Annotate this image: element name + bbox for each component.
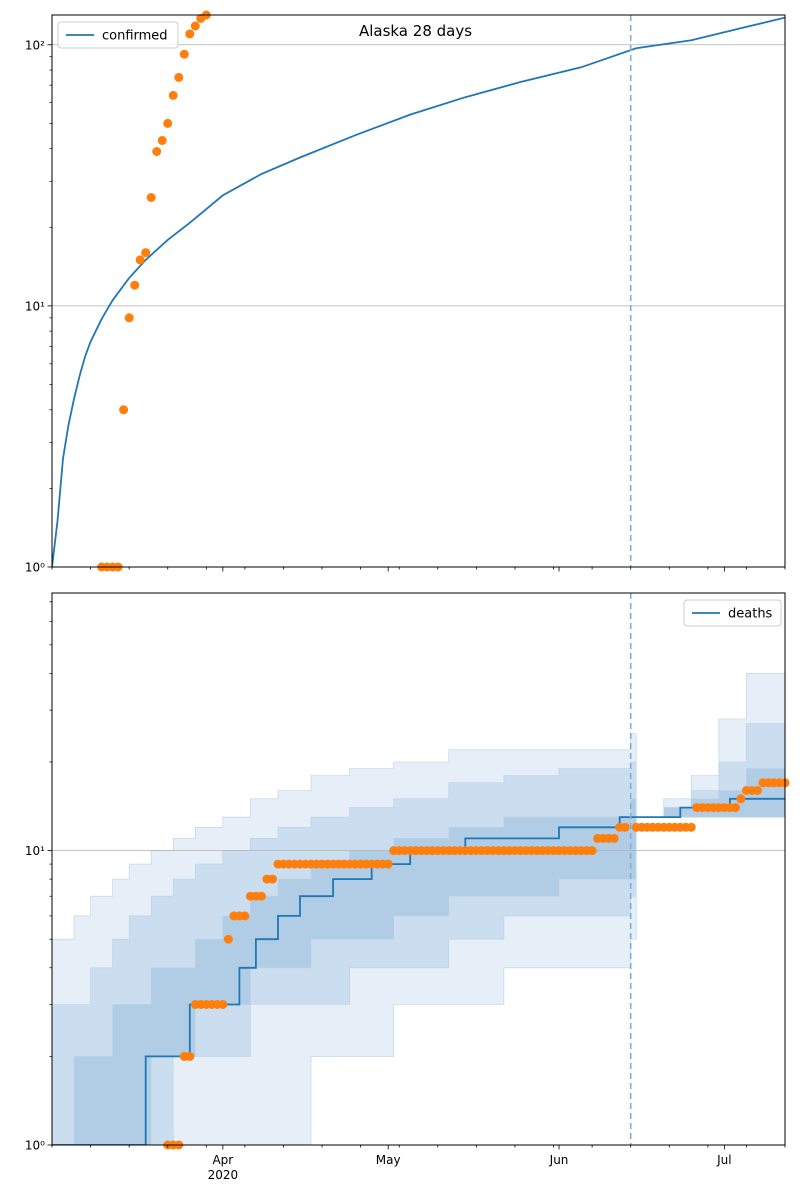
legend-box — [57, 21, 179, 49]
data-point — [135, 255, 145, 265]
legend-box — [683, 599, 782, 627]
data-point — [730, 803, 740, 813]
data-point — [223, 934, 233, 944]
data-point — [152, 147, 162, 156]
chart-title: Alaska 28 days — [359, 22, 472, 40]
legend: deaths — [683, 599, 782, 627]
y-tick-label: 10⁰ — [25, 1139, 45, 1153]
data-point — [157, 136, 167, 145]
y-tick-label: 10² — [25, 38, 45, 52]
model-line — [52, 16, 785, 567]
model-line — [52, 797, 785, 1145]
data-point — [185, 29, 195, 39]
data-point — [587, 846, 597, 856]
x-tick-label: Jun — [549, 1153, 569, 1167]
x-axis — [51, 567, 786, 572]
data-point — [130, 280, 140, 290]
data-point — [752, 786, 762, 795]
data-point — [190, 21, 200, 31]
data-point — [686, 822, 696, 832]
legend-label: confirmed — [102, 29, 168, 44]
data-point — [240, 911, 250, 921]
axes-frame — [51, 14, 786, 568]
y-axis: 10⁰ 10¹ — [25, 601, 52, 1153]
x-tick-label: Jul — [716, 1153, 731, 1167]
data-point — [124, 313, 134, 323]
data-point — [218, 1000, 228, 1009]
data-point — [163, 118, 173, 128]
observed-points — [163, 778, 790, 1150]
legend-label: deaths — [728, 607, 773, 622]
x-tick-label: Apr — [212, 1153, 233, 1167]
data-point — [168, 90, 178, 100]
y-tick-label: 10¹ — [25, 299, 45, 313]
data-point — [256, 891, 266, 901]
data-point — [146, 193, 156, 202]
series-line-confirmed — [52, 16, 785, 567]
y-axis: 10⁰ 10¹ 10² — [25, 38, 52, 575]
data-point — [383, 859, 393, 869]
data-point — [736, 794, 746, 804]
data-point — [174, 72, 184, 82]
data-point — [609, 833, 619, 843]
y-tick-label: 10⁰ — [25, 561, 45, 575]
data-point — [620, 822, 630, 832]
data-point — [185, 1051, 195, 1061]
x-tick-sublabel: 2020 — [208, 1168, 239, 1182]
panel-confirmed: 10⁰ 10¹ 10² Alaska 28 days confirmed — [25, 10, 786, 575]
x-tick-label: May — [376, 1153, 401, 1167]
series-line-deaths — [52, 797, 785, 1145]
axes-frame — [51, 592, 786, 1146]
data-point — [119, 405, 129, 415]
data-point — [179, 49, 189, 59]
data-point — [141, 248, 151, 258]
legend: confirmed — [57, 21, 179, 49]
data-point — [268, 874, 277, 884]
y-tick-label: 10¹ — [25, 844, 45, 858]
